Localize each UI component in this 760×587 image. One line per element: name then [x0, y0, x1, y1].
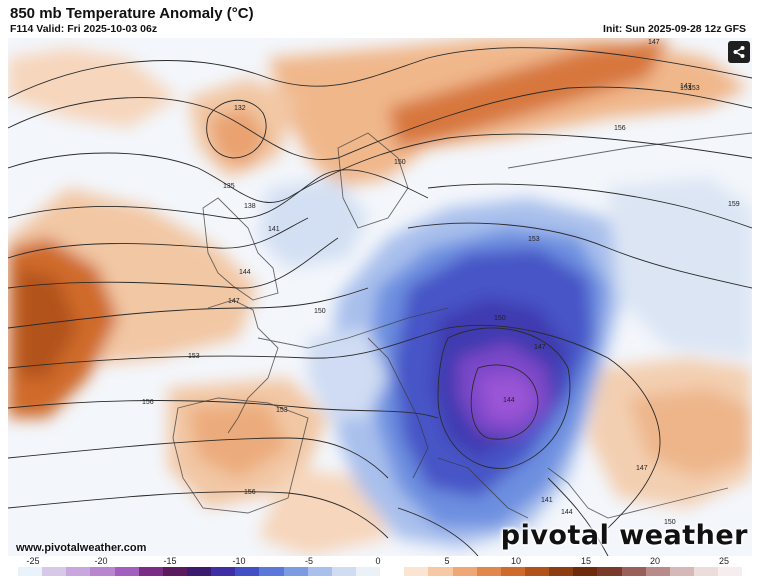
- colorbar-tick: -20: [94, 556, 108, 566]
- contour-label: 156: [614, 125, 626, 132]
- colorbar-swatch: [597, 567, 622, 576]
- contour-label: 147: [648, 39, 660, 46]
- contour-label: 150: [664, 519, 676, 526]
- colorbar-swatch: [114, 567, 139, 576]
- colorbar-swatch: [42, 567, 67, 576]
- colorbar-tick: 15: [580, 556, 592, 566]
- map-canvas: 147 153 132 135 138 141 144 147 150 153 …: [8, 38, 752, 556]
- colorbar-tick: 5: [444, 556, 450, 566]
- height-contours: [8, 47, 752, 556]
- contour-label: 159: [728, 201, 740, 208]
- init-time: Init: Sun 2025-09-28 12z GFS: [603, 23, 746, 35]
- map-title: 850 mb Temperature Anomaly (°C): [10, 5, 254, 22]
- contour-label: 144: [561, 509, 573, 516]
- colorbar: [18, 567, 743, 576]
- contour-label: 138: [244, 203, 256, 210]
- colorbar-swatch: [307, 567, 332, 576]
- contour-label: 144: [503, 397, 515, 404]
- colorbar-swatch: [259, 567, 284, 576]
- contour-label: 147: [636, 465, 648, 472]
- colorbar-tick: 25: [718, 556, 730, 566]
- valid-time: F114 Valid: Fri 2025-10-03 06z: [10, 23, 158, 35]
- colorbar-swatch: [549, 567, 574, 576]
- colorbar-tick: 0: [375, 556, 381, 566]
- colorbar-ticks: -25 -20 -15 -10 -5 0 5 10 15 20 25: [0, 556, 760, 567]
- colorbar-swatch: [211, 567, 236, 576]
- contour-label: 147: [228, 298, 240, 305]
- contour-label: 132: [234, 105, 246, 112]
- colorbar-swatch: [524, 567, 550, 576]
- contour-label: 135: [223, 183, 235, 190]
- contour-label: 150: [314, 308, 326, 315]
- colorbar-swatch: [90, 567, 115, 576]
- colorbar-swatch: [476, 567, 501, 576]
- colorbar-swatch: [18, 567, 43, 576]
- colorbar-tick: -15: [163, 556, 177, 566]
- contour-label: 153: [688, 85, 700, 92]
- colorbar-swatch: [162, 567, 187, 576]
- colorbar-tick: -10: [232, 556, 246, 566]
- colorbar-swatch: [621, 567, 646, 576]
- colorbar-swatch: [331, 567, 356, 576]
- brand-logo: pivotal weather: [500, 520, 748, 551]
- colorbar-swatch: [500, 567, 525, 576]
- contour-label: 153: [680, 85, 692, 92]
- colorbar-tick: -25: [26, 556, 40, 566]
- colorbar-swatch: [380, 567, 405, 576]
- coastlines: [172, 132, 752, 519]
- share-icon: [733, 46, 745, 58]
- colorbar-swatch: [404, 567, 429, 576]
- colorbar-swatch: [138, 567, 163, 576]
- colorbar-tick: -5: [304, 556, 314, 566]
- colorbar-swatch: [718, 567, 743, 576]
- contour-label: 141: [541, 497, 553, 504]
- colorbar-swatch: [355, 567, 381, 576]
- contour-label: 156: [142, 399, 154, 406]
- colorbar-swatch: [573, 567, 598, 576]
- contour-label-group: 147 153 132 135 138 141 144 147 150 153 …: [142, 39, 740, 526]
- contour-label: 156: [244, 489, 256, 496]
- colorbar-tick: 20: [649, 556, 661, 566]
- site-url[interactable]: www.pivotalweather.com: [16, 542, 147, 554]
- contour-label: 147: [680, 83, 692, 90]
- contour-label: 150: [494, 315, 506, 322]
- colorbar-tick: 10: [510, 556, 522, 566]
- anomaly-map[interactable]: 147 153 132 135 138 141 144 147 150 153 …: [8, 38, 752, 556]
- colorbar-swatch: [283, 567, 308, 576]
- contour-label: 153: [188, 353, 200, 360]
- contour-label: 144: [239, 269, 251, 276]
- colorbar-swatch: [669, 567, 694, 576]
- anomaly-fill: [8, 38, 752, 556]
- header: 850 mb Temperature Anomaly (°C) F114 Val…: [0, 0, 760, 38]
- contour-label: 153: [276, 407, 288, 414]
- contour-label: 141: [268, 226, 280, 233]
- colorbar-swatch: [235, 567, 260, 576]
- colorbar-swatch: [452, 567, 477, 576]
- colorbar-swatch: [693, 567, 719, 576]
- contour-label: 153: [528, 236, 540, 243]
- contour-label: 150: [394, 159, 406, 166]
- colorbar-swatch: [428, 567, 453, 576]
- colorbar-swatch: [186, 567, 212, 576]
- contour-label: 147: [534, 344, 546, 351]
- share-button[interactable]: [728, 41, 750, 63]
- colorbar-swatch: [645, 567, 670, 576]
- colorbar-swatch: [66, 567, 91, 576]
